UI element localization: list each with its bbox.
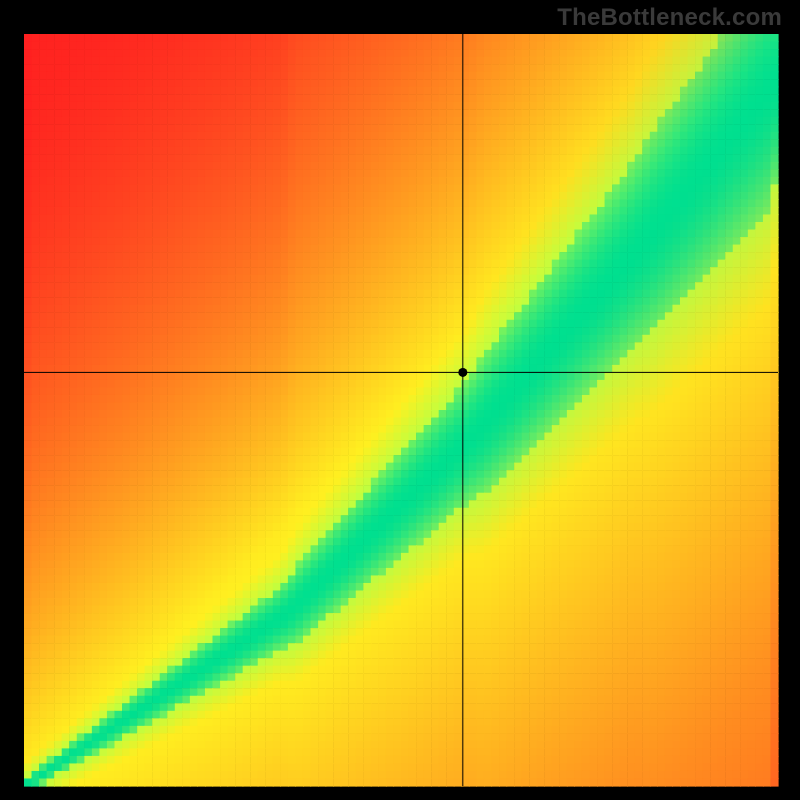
heatmap-canvas [0, 0, 800, 800]
watermark-text: TheBottleneck.com [557, 4, 782, 32]
root: TheBottleneck.com [0, 0, 800, 800]
